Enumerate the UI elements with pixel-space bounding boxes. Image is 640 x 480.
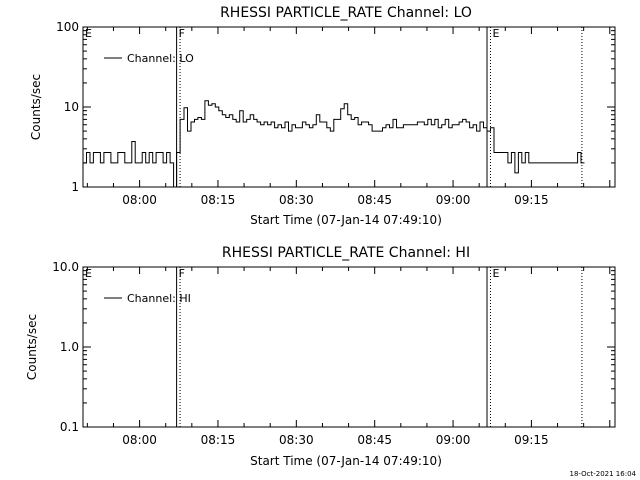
legend-label: Channel: LO (127, 52, 194, 65)
panel-lo: RHESSI PARTICLE_RATE Channel: LO E F E 08:… (29, 5, 616, 227)
y-tick-label: 1 (71, 180, 79, 194)
marker-label: E (85, 267, 92, 280)
legend-label: Channel: HI (127, 292, 191, 305)
axis-ticks: 08:00 08:15 08:30 08:45 09:00 09:15 1 10 100 (56, 20, 615, 207)
x-tick-label: 08:45 (357, 433, 392, 447)
axis-ticks: 08:00 08:15 08:30 08:45 09:00 09:15 0.1 1.0 10.0 (52, 260, 615, 447)
panel-hi: RHESSI PARTICLE_RATE Channel: HI E F E 08:… (25, 245, 616, 468)
x-tick-label: 08:30 (279, 193, 314, 207)
x-tick-label: 08:15 (201, 433, 236, 447)
y-tick-label: 10.0 (52, 260, 79, 274)
y-tick-label: 1.0 (60, 340, 79, 354)
y-tick-label: 0.1 (60, 420, 79, 434)
series-line (83, 100, 585, 188)
x-tick-label: 08:15 (201, 193, 236, 207)
x-tick-label: 08:00 (122, 433, 157, 447)
x-tick-label: 09:15 (514, 433, 549, 447)
x-axis-label: Start Time (07-Jan-14 07:49:10) (250, 213, 442, 227)
footer-date: 18-Oct-2021 16:04 (570, 470, 637, 478)
marker-label: F (179, 27, 185, 40)
chart-title: RHESSI PARTICLE_RATE Channel: HI (222, 245, 470, 261)
marker-label: E (492, 27, 499, 40)
chart-title: RHESSI PARTICLE_RATE Channel: LO (220, 5, 472, 21)
x-tick-label: 09:15 (514, 193, 549, 207)
legend: Channel: LO (104, 52, 194, 65)
x-tick-label: 08:30 (279, 433, 314, 447)
x-tick-label: 08:45 (357, 193, 392, 207)
marker-label: F (179, 267, 185, 280)
legend: Channel: HI (104, 292, 191, 305)
marker-label: E (85, 27, 92, 40)
marker-label: E (492, 267, 499, 280)
x-tick-label: 09:00 (436, 433, 471, 447)
y-tick-label: 10 (64, 100, 79, 114)
x-axis-label: Start Time (07-Jan-14 07:49:10) (250, 454, 442, 468)
x-tick-label: 09:00 (436, 193, 471, 207)
x-tick-label: 08:00 (122, 193, 157, 207)
y-axis-label: Counts/sec (25, 314, 39, 380)
y-tick-label: 100 (56, 20, 79, 34)
y-axis-label: Counts/sec (29, 74, 43, 140)
